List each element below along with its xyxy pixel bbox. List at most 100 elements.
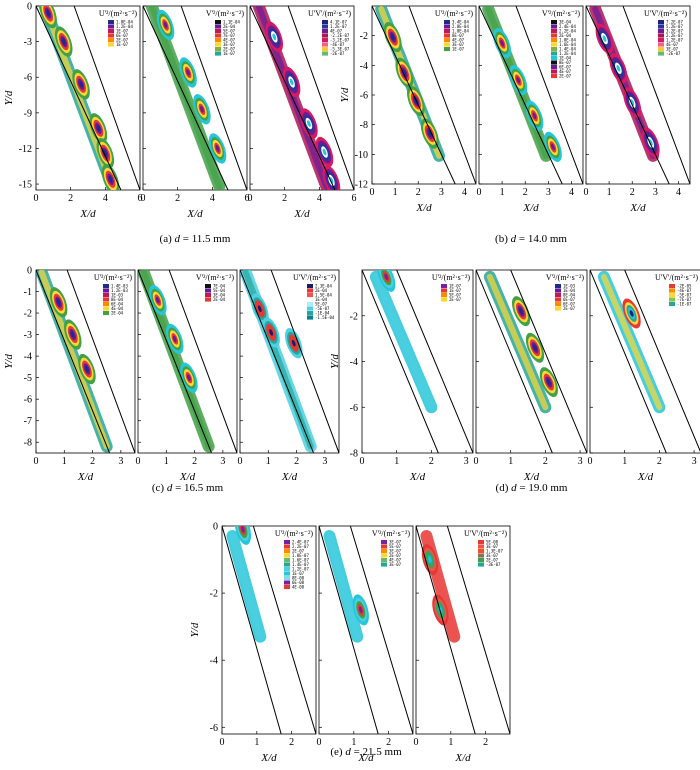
legend-swatch (551, 69, 557, 74)
legend-value: -2E-07 (330, 51, 345, 56)
legend-swatch (284, 585, 290, 590)
legend-swatch (103, 306, 109, 311)
x-axis-label: X/d (454, 752, 471, 764)
y-axis-label: Y/d (3, 90, 15, 105)
legend-swatch (215, 33, 221, 38)
x-tick-label: 1 (508, 456, 513, 467)
x-tick-label: 3 (464, 456, 469, 467)
y-tick-label: -2 (24, 309, 32, 320)
caption-prefix: (d) (495, 482, 512, 494)
channel-wall (510, 270, 587, 453)
caption-prefix: (b) (495, 233, 511, 245)
legend-value: 2E-07 (486, 558, 499, 563)
x-tick-label: 0 (477, 187, 482, 198)
panel-3-2: U'V'/(m²·s⁻²) -2E-05-4E-07-5E-07-7E-07-1E… (588, 269, 700, 483)
x-axis-label: X/d (186, 208, 203, 220)
contour-core (56, 298, 61, 306)
y-tick-label: -6 (350, 403, 358, 414)
x-tick-label: 4 (210, 193, 215, 204)
x-tick-label: 4 (676, 187, 681, 198)
legend-swatch (284, 540, 290, 545)
legend-swatch (555, 293, 561, 298)
legend-value: 5E-04 (213, 288, 226, 293)
legend-swatch (381, 562, 387, 567)
x-axis-label: X/d (79, 208, 96, 220)
contour-core (241, 526, 245, 533)
legend-swatch (215, 47, 221, 52)
legend-swatch (103, 297, 109, 302)
legend-value: 5.2E-07 (666, 24, 683, 29)
legend-value: 2E-04 (111, 311, 124, 316)
legend-value: 1.2E-03 (111, 288, 128, 293)
panel-0-2: U'V'/(m²·s⁻²) 4.1E-071.2E-074E-07-2.2E-07… (248, 5, 357, 220)
y-tick-label: -8 (360, 120, 368, 131)
legend-swatch (103, 284, 109, 289)
legend-swatch (658, 47, 664, 52)
legend-title: U'²/(m²·s⁻²) (275, 529, 314, 538)
panel-0-0: U'²/(m²·s⁻²)1.8E-041.2E-041E-076E-072E-0… (3, 2, 143, 221)
x-tick-label: 0 (360, 456, 365, 467)
x-tick-label: 0 (220, 737, 225, 748)
plot-body (479, 6, 583, 184)
legend-value: 1E-07 (116, 42, 129, 47)
legend-swatch (551, 74, 557, 79)
contour-core (532, 344, 537, 352)
x-tick-label: 2 (543, 456, 548, 467)
y-tick-label: -4 (350, 357, 358, 368)
legend-value: 2E-04 (213, 297, 226, 302)
legend-swatch (284, 562, 290, 567)
x-tick-label: 0 (588, 456, 593, 467)
legend-value: 2E-04 (315, 288, 328, 293)
contour-core (390, 33, 395, 41)
legend-value: 1.4E-03 (111, 284, 128, 289)
panel-4-1: V'²/(m²·s⁻²)3E-075E-073E-072E-074E-073E-… (317, 525, 414, 764)
legend-value: 6E-07 (563, 302, 576, 307)
y-tick-label: -4 (360, 61, 368, 72)
legend-swatch (205, 288, 211, 293)
caption-variable: d (510, 233, 517, 245)
legend-swatch (551, 60, 557, 65)
caption-variable: d (166, 482, 173, 494)
y-tick-label: 0 (213, 522, 218, 533)
caption-suffix: = 19.0 mm (516, 482, 568, 494)
legend-title: U'V'/(m²·s⁻²) (644, 9, 687, 18)
x-tick-label: 0 (34, 193, 39, 204)
legend-value: 6E-04 (111, 302, 124, 307)
y-tick-label: -2 (350, 311, 358, 322)
channel-wall (36, 270, 111, 453)
legend-swatch (307, 306, 313, 311)
caption-suffix: = 16.5 mm (172, 482, 224, 494)
panel-1-2: U'V'/(m²·s⁻²) 7.2E-075.2E-073.2E-072.2E-0… (584, 5, 691, 214)
channel-wall (222, 526, 282, 734)
legend-value: 6E-07 (116, 33, 129, 38)
channel-wall (73, 6, 140, 190)
legend-swatch (658, 38, 664, 43)
legend-swatch (307, 288, 313, 293)
y-tick-label: -12 (19, 144, 32, 155)
legend-title: U'V'/(m²·s⁻²) (308, 9, 351, 18)
jet-band (486, 273, 549, 411)
legend-swatch (284, 549, 290, 554)
contour-core (551, 143, 555, 151)
x-tick-label: 2 (416, 187, 421, 198)
x-tick-label: 1 (394, 456, 399, 467)
legend-value: 3E-07 (389, 562, 402, 567)
legend-value: 1.1E-04 (223, 20, 240, 25)
channel-wall (624, 270, 700, 452)
channel-wall (586, 6, 670, 184)
channel-wall (622, 6, 690, 184)
contour-core (79, 81, 83, 88)
x-tick-label: 6 (352, 193, 357, 204)
y-tick-label: -7 (24, 416, 32, 427)
legend-value: -3E-07 (486, 562, 501, 567)
legend-swatch (381, 553, 387, 558)
y-tick-label: -8 (24, 438, 32, 449)
x-tick-label: 2 (90, 456, 95, 467)
caption-variable: d (345, 746, 351, 758)
x-tick-label: 0 (34, 456, 39, 467)
legend-value: -1E-04 (315, 311, 330, 316)
figure-caption: (a) d = 11.5 mm (36, 233, 354, 245)
legend-swatch (551, 20, 557, 25)
legend-value: 3.2E-07 (666, 29, 683, 34)
